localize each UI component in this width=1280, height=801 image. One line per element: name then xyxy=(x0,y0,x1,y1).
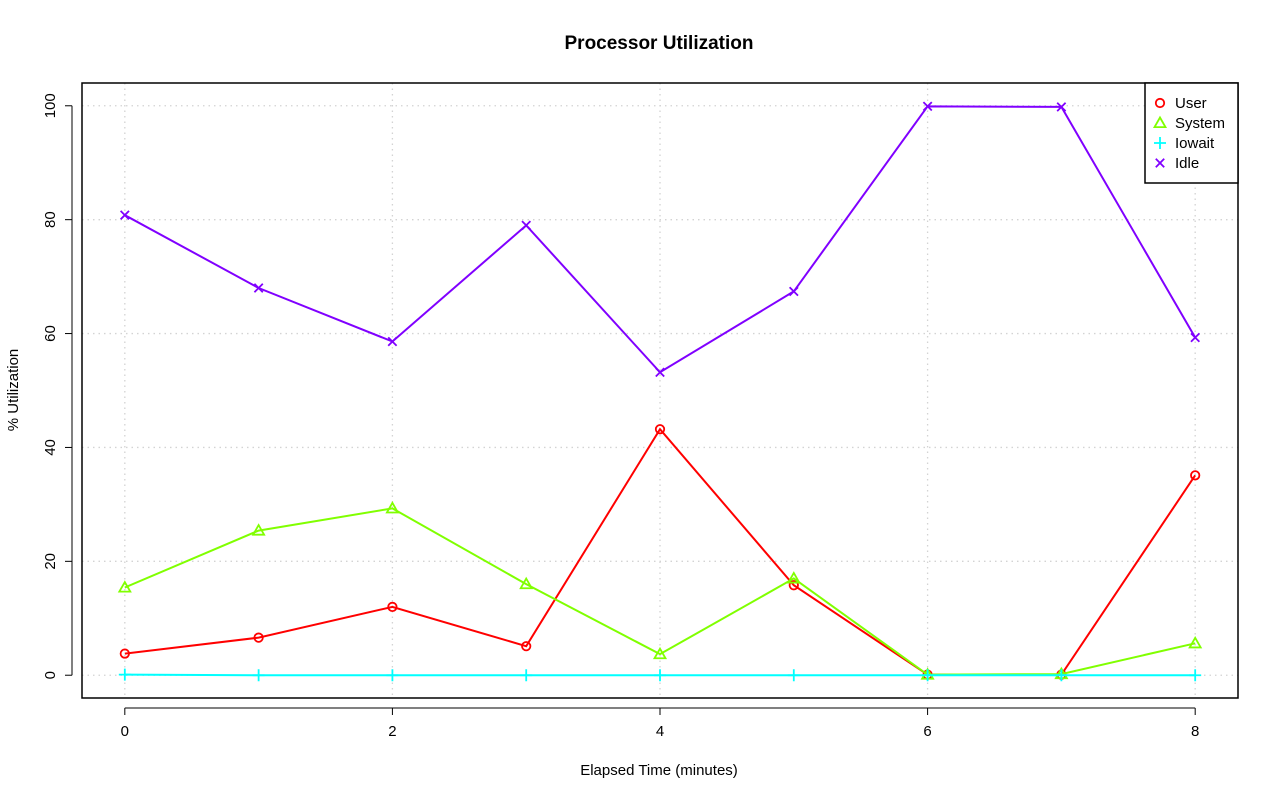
data-point-iowait xyxy=(386,669,399,682)
series-iowait xyxy=(118,668,1202,682)
y-tick-label: 60 xyxy=(42,325,59,342)
data-point-iowait xyxy=(118,668,131,681)
series-idle xyxy=(119,101,1201,378)
y-tick-label: 0 xyxy=(42,671,59,679)
y-tick-label: 40 xyxy=(42,439,59,456)
legend: User System Iowait Idle xyxy=(1144,82,1239,184)
plot-frame xyxy=(81,82,1239,699)
legend-marker-iowait xyxy=(1154,137,1166,149)
data-point-idle xyxy=(521,220,532,231)
x-tick-label: 2 xyxy=(388,723,396,740)
data-point-system xyxy=(251,523,266,536)
data-point-iowait xyxy=(252,669,265,682)
data-point-system xyxy=(786,571,801,584)
data-point-iowait xyxy=(1055,669,1068,682)
data-point-idle xyxy=(253,283,264,293)
data-point-idle xyxy=(655,367,665,378)
legend-label-system: System xyxy=(1175,115,1225,132)
legend-marker-user xyxy=(1154,97,1166,109)
data-point-user xyxy=(253,632,264,643)
data-point-system xyxy=(1188,636,1203,649)
data-point-iowait xyxy=(654,669,666,682)
data-point-user xyxy=(387,601,398,612)
data-point-iowait xyxy=(787,669,800,682)
data-point-user xyxy=(521,641,532,652)
data-point-iowait xyxy=(520,669,533,682)
y-tick-label: 80 xyxy=(42,211,59,228)
legend-label-iowait: Iowait xyxy=(1175,135,1215,152)
legend-item-iowait: Iowait xyxy=(1154,135,1215,152)
series-group xyxy=(117,101,1203,682)
x-axis-label: Elapsed Time (minutes) xyxy=(580,762,738,779)
data-point-idle xyxy=(1190,332,1201,343)
data-point-iowait xyxy=(1189,669,1202,682)
x-tick-label: 6 xyxy=(923,723,931,740)
data-point-user xyxy=(788,580,799,591)
data-point-user xyxy=(119,648,130,659)
x-tick-label: 8 xyxy=(1191,723,1199,740)
data-point-idle xyxy=(922,101,933,112)
legend-item-system: System xyxy=(1152,115,1225,132)
y-tick-label: 20 xyxy=(42,553,59,570)
legend-marker-system xyxy=(1152,115,1168,129)
legend-label-idle: Idle xyxy=(1175,155,1199,172)
legend-item-idle: Idle xyxy=(1155,155,1199,172)
data-point-idle xyxy=(119,210,130,220)
data-point-idle xyxy=(387,336,398,347)
grid-lines xyxy=(82,83,1238,698)
y-axis-label: % Utilization xyxy=(5,349,22,432)
legend-label-user: User xyxy=(1175,95,1207,112)
legend-marker-idle xyxy=(1155,158,1165,168)
data-point-idle xyxy=(788,286,799,297)
data-point-idle xyxy=(1056,102,1067,112)
y-tick-label: 100 xyxy=(42,93,59,118)
data-point-system xyxy=(117,580,132,593)
legend-item-user: User xyxy=(1154,95,1207,112)
chart-title: Processor Utilization xyxy=(565,33,754,54)
data-point-user xyxy=(1190,470,1201,481)
data-point-system xyxy=(519,576,534,590)
x-tick-label: 4 xyxy=(656,723,664,740)
series-line-idle xyxy=(124,105,1197,374)
x-tick-label: 0 xyxy=(121,723,129,740)
data-point-user xyxy=(654,424,666,435)
data-point-system xyxy=(652,646,668,660)
data-point-system xyxy=(385,501,400,514)
data-point-iowait xyxy=(921,669,934,682)
